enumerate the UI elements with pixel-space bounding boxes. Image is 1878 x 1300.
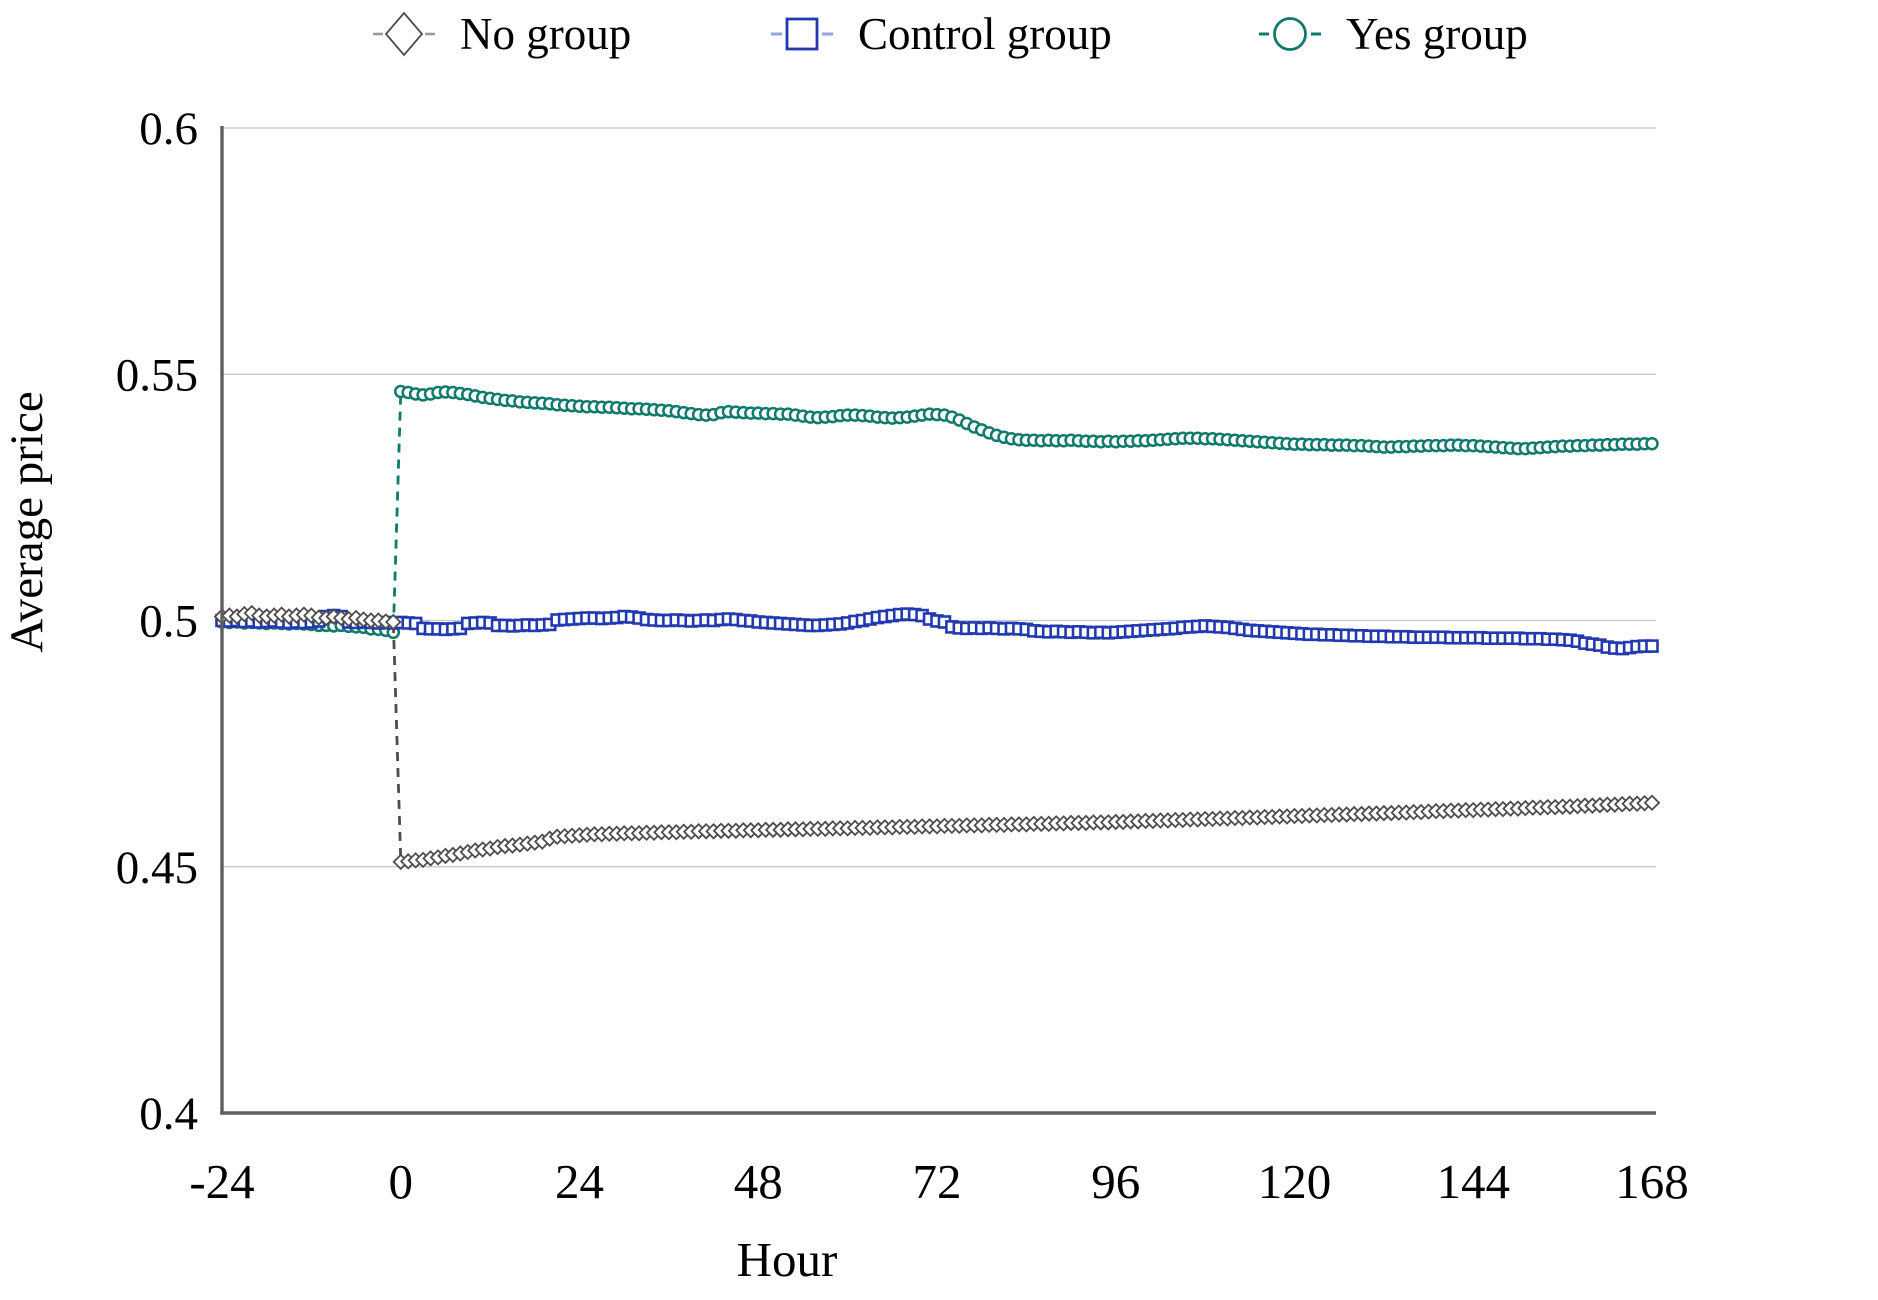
legend-label: Control group — [858, 9, 1112, 59]
series-yes-group — [215, 384, 1659, 640]
series-control-group — [215, 607, 1659, 656]
axes — [220, 126, 1656, 1115]
x-tick-label: 96 — [1091, 1154, 1140, 1209]
legend-item-control-group: Control group — [770, 6, 1112, 62]
y-tick-label: 0.55 — [116, 349, 198, 401]
x-tick-label: -24 — [189, 1154, 254, 1209]
y-tick-label: 0.4 — [139, 1088, 198, 1140]
gridlines — [222, 127, 1656, 868]
y-tick-label: 0.6 — [139, 103, 198, 155]
x-tick-label: 72 — [913, 1154, 962, 1209]
legend-item-no-group: No group — [372, 6, 631, 62]
x-tick-label: 168 — [1615, 1154, 1689, 1209]
legend-label: Yes group — [1346, 9, 1528, 59]
x-tick-label: 24 — [555, 1154, 604, 1209]
y-tick-labels: 0.4 0.45 0.5 0.55 0.6 — [116, 103, 198, 1140]
legend-item-yes-group: Yes group — [1258, 6, 1528, 62]
y-axis-title: Average price — [1, 391, 53, 652]
diamond-icon — [373, 11, 435, 57]
x-axis-title: Hour — [737, 1232, 838, 1287]
legend-label: No group — [460, 9, 632, 59]
x-tick-label: 120 — [1258, 1154, 1332, 1209]
x-tick-label: 144 — [1437, 1154, 1511, 1209]
x-tick-labels: -24 0 24 48 72 96 120 144 168 — [189, 1154, 1688, 1209]
y-tick-label: 0.45 — [116, 842, 198, 894]
series-no-group — [213, 604, 1661, 871]
circle-icon — [1259, 17, 1321, 51]
y-tick-label: 0.5 — [139, 596, 198, 648]
x-tick-label: 48 — [734, 1154, 783, 1209]
x-tick-label: 0 — [389, 1154, 414, 1209]
square-icon — [771, 17, 833, 51]
